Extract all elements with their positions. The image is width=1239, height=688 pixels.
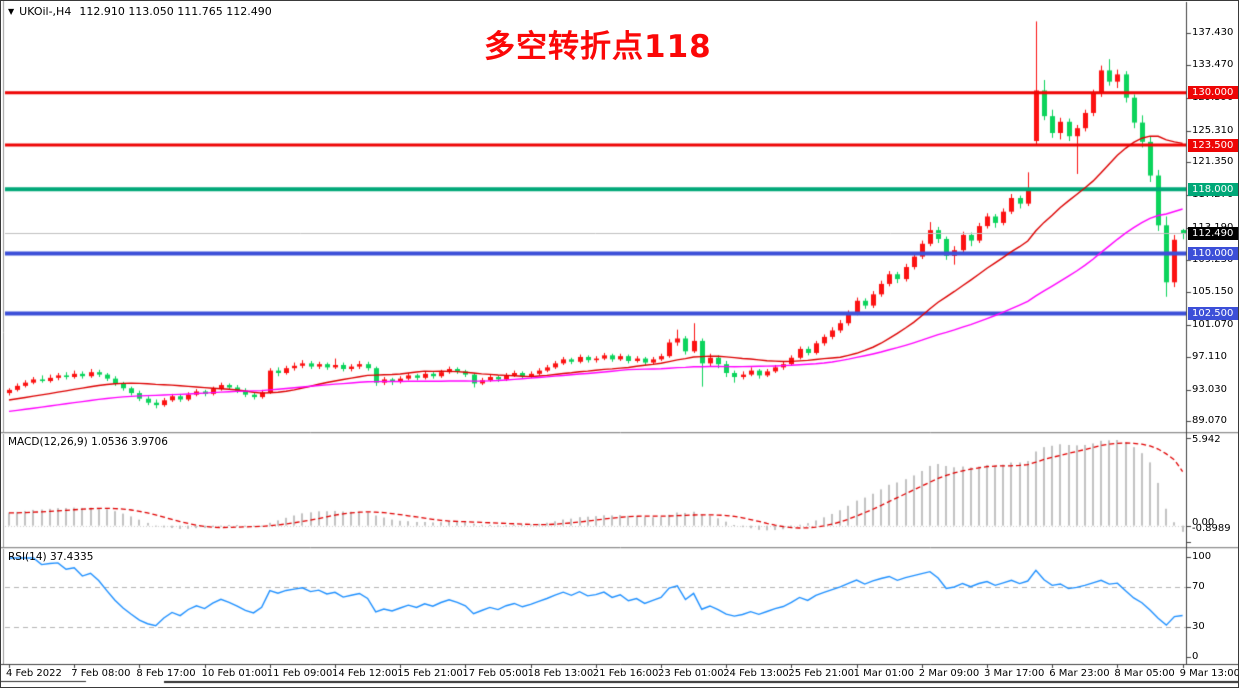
chart-annotation-text: 多空转折点118 [484, 29, 712, 65]
x-axis-label: 2 Mar 09:00 [918, 668, 980, 679]
rsi-axis-label: 70 [1192, 581, 1205, 592]
macd-axis-label: 5.942 [1192, 434, 1221, 445]
x-axis-label: 18 Feb 13:00 [527, 668, 594, 679]
x-axis-label: 14 Feb 12:00 [332, 668, 398, 679]
x-axis-label: 17 Feb 05:00 [462, 668, 528, 679]
symbol-period-label: UKOil-,H4 [19, 5, 72, 18]
symbol-dropdown-icon[interactable]: ▼ [8, 7, 15, 16]
macd-axis-label: 0.00 [1192, 516, 1215, 528]
price-line-tag: 110.000 [1188, 246, 1238, 260]
rsi-axis-label: 30 [1192, 621, 1205, 632]
y-axis-label: 89.070 [1192, 415, 1227, 427]
x-axis-label: 1 Mar 01:00 [853, 668, 914, 679]
x-axis-label: 8 Mar 05:00 [1114, 668, 1175, 679]
x-axis-label: 11 Feb 09:00 [266, 668, 333, 679]
price-line-tag: 130.000 [1188, 86, 1238, 100]
x-axis-label: 25 Feb 21:00 [788, 668, 854, 679]
y-axis-label: 97.110 [1192, 350, 1227, 362]
y-axis-label: 137.430 [1192, 27, 1234, 39]
current-price-tag: 112.490 [1188, 226, 1238, 240]
y-axis-label: 101.070 [1192, 319, 1234, 331]
macd-axis-label: -0.8989 [1192, 522, 1231, 534]
x-axis-label: 15 Feb 21:00 [397, 668, 463, 679]
price-line-tag: 118.000 [1188, 182, 1238, 196]
x-axis-label: 8 Feb 17:00 [136, 668, 196, 679]
y-axis-label: 121.350 [1192, 156, 1234, 168]
y-axis-label: 133.470 [1192, 59, 1234, 71]
price-line-tag: 123.500 [1188, 138, 1238, 152]
rsi-axis-label: 0 [1192, 651, 1199, 662]
x-axis-label: 4 Feb 2022 [6, 668, 62, 679]
x-axis-label: 23 Feb 01:00 [658, 668, 724, 679]
x-axis-label: 3 Mar 17:00 [984, 668, 1045, 679]
y-axis-label: 105.150 [1192, 286, 1234, 298]
rsi-axis-label: 100 [1192, 551, 1212, 562]
x-axis-label: 21 Feb 16:00 [592, 668, 659, 679]
x-axis-label: 10 Feb 01:00 [201, 668, 268, 679]
ohlc-values-label: 112.910 113.050 111.765 112.490 [79, 5, 272, 18]
price-line-tag: 102.500 [1188, 307, 1238, 321]
x-axis-label: 6 Mar 23:00 [1049, 668, 1110, 679]
macd-panel-label: MACD(12,26,9) 1.0536 3.9706 [8, 436, 168, 448]
x-axis-label: 24 Feb 13:00 [723, 668, 789, 679]
x-axis-label: 9 Mar 13:00 [1179, 668, 1239, 679]
y-axis-label: 125.310 [1192, 124, 1234, 136]
rsi-panel-label: RSI(14) 37.4335 [8, 551, 94, 563]
x-axis-label: 7 Feb 08:00 [71, 668, 131, 679]
chart-titlebar: ▼ UKOil-,H4 112.910 113.050 111.765 112.49… [8, 5, 272, 18]
y-axis-label: 93.030 [1192, 383, 1227, 395]
